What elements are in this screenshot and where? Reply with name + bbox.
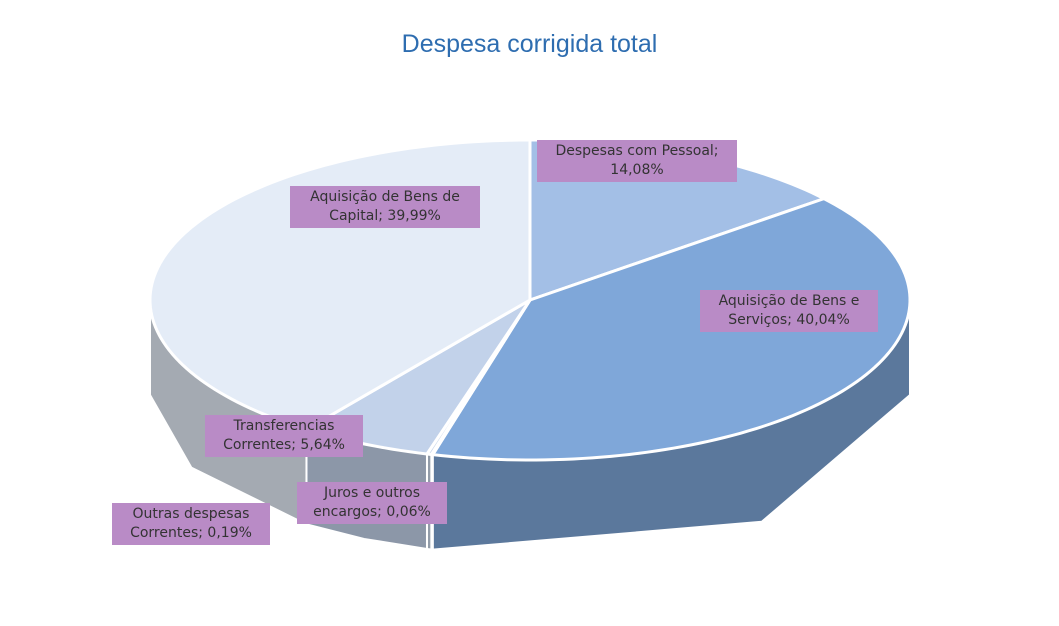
data-label: Despesas com Pessoal; 14,08% [537,140,737,182]
data-label: Outras despesas Correntes; 0,19% [112,503,270,545]
data-label: Aquisição de Bens de Capital; 39,99% [290,186,480,228]
slice [431,197,912,462]
data-label: Juros e outros encargos; 0,06% [297,482,447,524]
data-label: Transferencias Correntes; 5,64% [205,415,363,457]
data-label: Aquisição de Bens e Serviços; 40,04% [700,290,878,332]
chart-title: Despesa corrigida total [401,30,658,58]
